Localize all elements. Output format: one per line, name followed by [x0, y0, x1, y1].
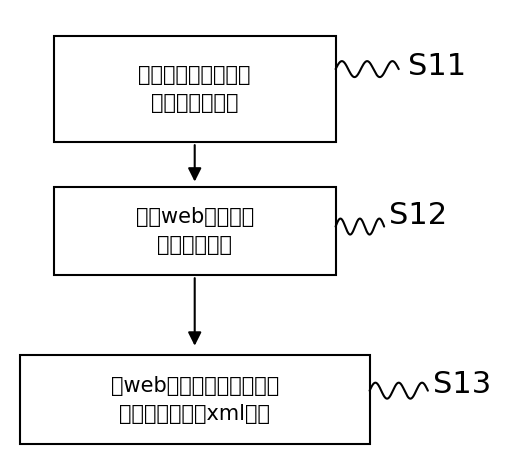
Text: S13: S13: [432, 370, 490, 399]
Text: 将web页面输入的策略配置
结果转化为一个xml文件: 将web页面输入的策略配置 结果转化为一个xml文件: [111, 376, 278, 424]
Bar: [54, 187, 335, 275]
Bar: [20, 355, 369, 444]
Text: S12: S12: [388, 201, 446, 230]
Text: 上传某一个版本需要
升级的应用集合: 上传某一个版本需要 升级的应用集合: [138, 65, 250, 113]
Text: 通过web页面进行
升级策略配置: 通过web页面进行 升级策略配置: [135, 207, 254, 255]
Bar: [54, 36, 335, 142]
Text: S11: S11: [408, 52, 466, 81]
